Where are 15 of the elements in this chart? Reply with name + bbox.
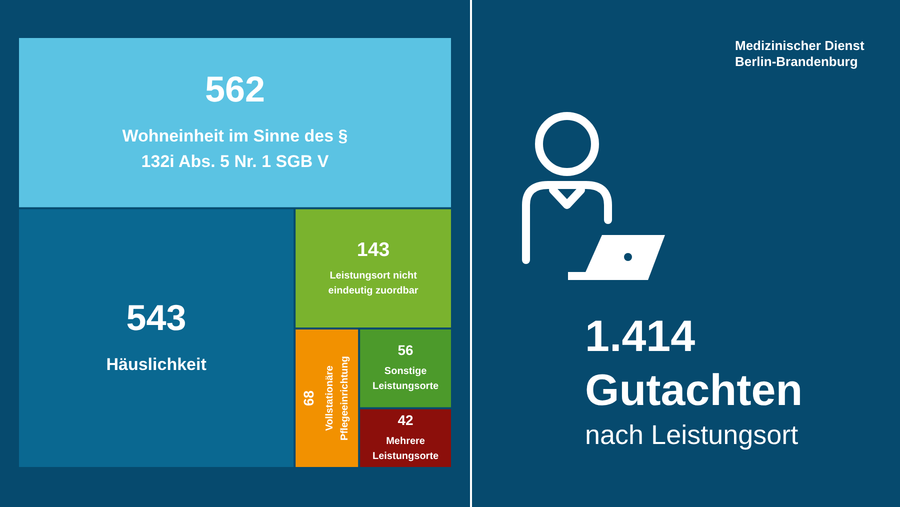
- category-label: Häuslichkeit: [106, 354, 207, 374]
- data-label: 68: [300, 390, 317, 406]
- category-label: Vollstationäre Pflegeeinrichtung: [324, 356, 351, 440]
- category-label: Sonstige Leistungsorte: [372, 366, 440, 392]
- category-label: Mehrere Leistungsorte: [372, 436, 440, 462]
- data-label: 42: [398, 412, 414, 428]
- data-label: 143: [356, 238, 390, 261]
- text: nach Leistungsort: [585, 420, 798, 451]
- category-label: Wohneinheit im Sinne des § 132i Abs. 5 Nr. 1 SGB V: [122, 126, 348, 172]
- text: Medizinischer Dienst Berlin-Brandenburg: [735, 38, 866, 70]
- text: 1.414 Gutachten: [585, 311, 804, 417]
- data-label: 543: [126, 296, 186, 338]
- category-label: Leistungsort nicht eindeutig zuordbar: [328, 270, 418, 296]
- data-label: 562: [204, 68, 266, 110]
- data-label: 56: [398, 342, 414, 358]
